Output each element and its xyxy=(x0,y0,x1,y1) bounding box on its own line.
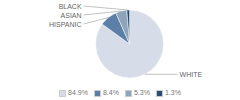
svg-text:HISPANIC: HISPANIC xyxy=(49,21,82,28)
html-text:84.9%: 84.9% xyxy=(68,89,88,96)
html-text:8.4%: 8.4% xyxy=(103,89,119,96)
html-text:5.3%: 5.3% xyxy=(133,89,150,96)
html-text:1.3%: 1.3% xyxy=(164,89,181,96)
svg-text:WHITE: WHITE xyxy=(180,71,203,78)
svg-text:BLACK: BLACK xyxy=(59,3,82,10)
svg-text:ASIAN: ASIAN xyxy=(61,12,82,19)
